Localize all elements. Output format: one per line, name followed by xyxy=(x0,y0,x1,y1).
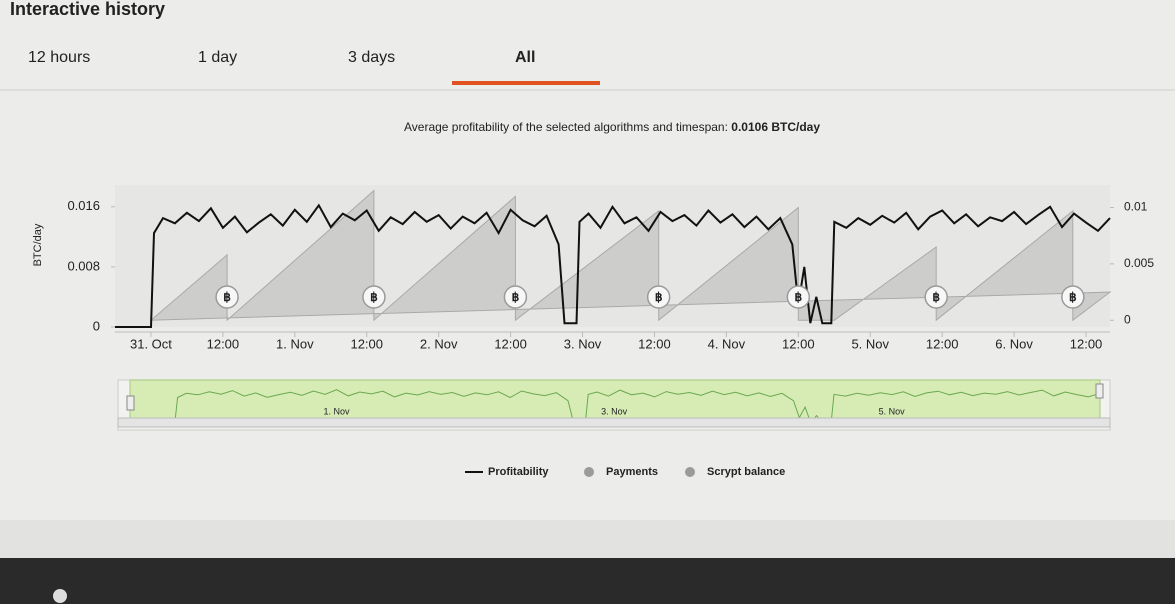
navigator-label: 3. Nov xyxy=(601,406,628,416)
y-tick-label: 0 xyxy=(93,318,100,333)
tab-underline xyxy=(452,81,600,85)
payment-symbol: ฿ xyxy=(932,290,940,304)
navigator-label: 5. Nov xyxy=(879,406,906,416)
y-tick-label: 0.008 xyxy=(67,258,100,273)
x-tick-label: 12:00 xyxy=(494,336,527,351)
navigator-handle[interactable] xyxy=(1096,384,1103,398)
payment-symbol: ฿ xyxy=(223,290,231,304)
y2-tick-label: 0.005 xyxy=(1124,256,1154,270)
payment-symbol: ฿ xyxy=(794,290,802,304)
tab[interactable]: 12 hours xyxy=(28,49,90,66)
screen: Interactive history 12 hours 1 day 3 days A… xyxy=(0,0,1175,604)
x-tick-label: 12:00 xyxy=(207,336,240,351)
x-tick-label: 12:00 xyxy=(638,336,671,351)
x-tick-label: 31. Oct xyxy=(130,336,172,351)
tab[interactable]: All xyxy=(515,49,535,66)
legend-label[interactable]: Payments xyxy=(606,466,658,478)
footer-band xyxy=(0,520,1175,558)
y2-tick-label: 0 xyxy=(1124,312,1131,326)
y2-tick-label: 0.01 xyxy=(1124,200,1148,214)
x-tick-label: 1. Nov xyxy=(276,336,314,351)
x-tick-label: 12:00 xyxy=(1070,336,1103,351)
page: Interactive history 12 hours 1 day 3 days A… xyxy=(0,0,1175,604)
y-tick-label: 0.016 xyxy=(67,198,100,213)
summary-label: Average profitability of the selected al… xyxy=(404,120,728,134)
x-tick-label: 12:00 xyxy=(782,336,815,351)
taskbar xyxy=(0,558,1175,604)
x-tick-label: 5. Nov xyxy=(851,336,889,351)
scrollbar[interactable] xyxy=(118,418,1110,427)
navigator-label: 1. Nov xyxy=(323,406,350,416)
x-tick-label: 3. Nov xyxy=(564,336,602,351)
x-tick-label: 4. Nov xyxy=(708,336,746,351)
x-tick-label: 12:00 xyxy=(350,336,383,351)
payment-symbol: ฿ xyxy=(1069,290,1077,304)
legend-marker xyxy=(584,467,594,477)
x-tick-label: 6. Nov xyxy=(995,336,1033,351)
tab[interactable]: 3 days xyxy=(348,49,395,66)
summary: Average profitability of the selected al… xyxy=(404,120,820,134)
legend-marker xyxy=(685,467,695,477)
payment-symbol: ฿ xyxy=(512,290,520,304)
payment-symbol: ฿ xyxy=(370,290,378,304)
y-axis-label: BTC/day xyxy=(32,223,44,266)
legend-label[interactable]: Scrypt balance xyxy=(707,466,785,478)
x-tick-label: 12:00 xyxy=(926,336,959,351)
page-title: Interactive history xyxy=(10,0,165,19)
summary-value: 0.0106 BTC/day xyxy=(731,120,820,134)
navigator-handle[interactable] xyxy=(127,396,134,410)
x-tick-label: 2. Nov xyxy=(420,336,458,351)
taskbar-icon[interactable] xyxy=(53,589,67,603)
legend-label[interactable]: Profitability xyxy=(488,466,549,478)
tab[interactable]: 1 day xyxy=(198,49,237,66)
payment-symbol: ฿ xyxy=(655,290,663,304)
